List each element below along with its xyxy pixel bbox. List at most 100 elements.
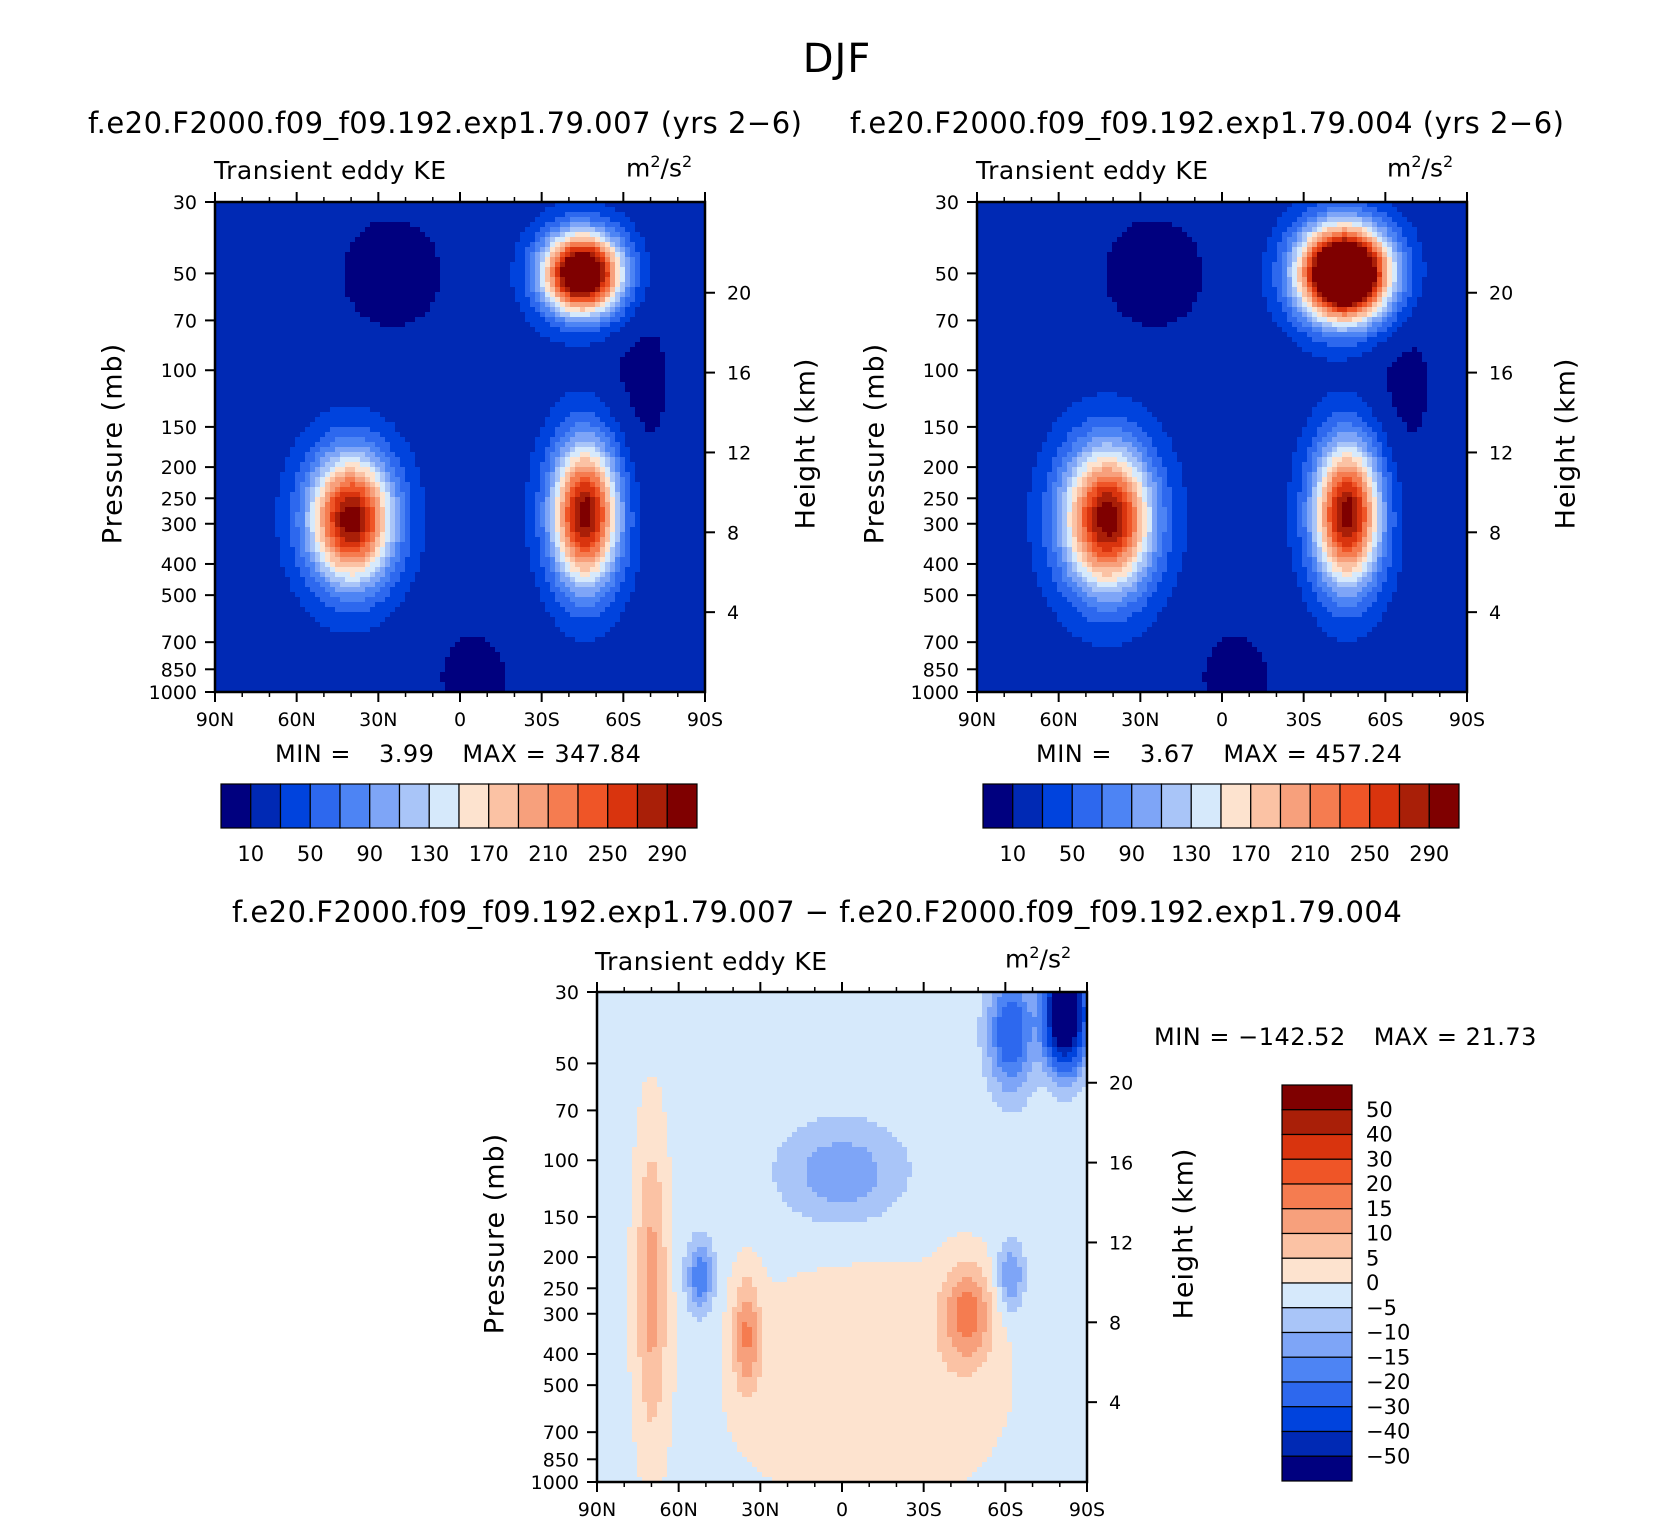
contour-cell xyxy=(275,217,281,223)
contour-cell xyxy=(645,212,651,218)
contour-cell xyxy=(320,347,326,353)
contour-cell xyxy=(330,427,336,433)
contour-cell xyxy=(295,387,301,393)
contour-cell xyxy=(375,232,381,238)
contour-cell xyxy=(540,417,546,423)
contour-cell xyxy=(515,397,521,403)
contour-cell xyxy=(500,367,506,373)
contour-cell xyxy=(610,247,616,253)
contour-cell xyxy=(685,257,691,263)
contour-cell xyxy=(650,202,656,208)
contour-cell xyxy=(235,202,241,208)
contour-cell xyxy=(255,367,261,373)
contour-cell xyxy=(290,207,296,213)
contour-cell xyxy=(680,377,686,383)
contour-cell xyxy=(355,447,361,453)
contour-cell xyxy=(505,402,511,408)
contour-cell xyxy=(345,367,351,373)
contour-cell xyxy=(255,387,261,393)
contour-cell xyxy=(305,217,311,223)
contour-cell xyxy=(245,207,251,213)
contour-cell xyxy=(560,422,566,428)
contour-cell xyxy=(225,227,231,233)
contour-cell xyxy=(555,327,561,333)
contour-cell xyxy=(320,217,326,223)
contour-cell xyxy=(625,352,631,358)
contour-cell xyxy=(325,422,331,428)
contour-cell xyxy=(395,342,401,348)
contour-cell xyxy=(645,242,651,248)
contour-cell xyxy=(470,262,476,268)
contour-cell xyxy=(570,277,576,283)
contour-cell xyxy=(215,252,221,258)
contour-cell xyxy=(605,202,611,208)
contour-cell xyxy=(220,317,226,323)
contour-cell xyxy=(220,272,226,278)
contour-cell xyxy=(215,347,221,353)
contour-cell xyxy=(335,397,341,403)
contour-cell xyxy=(420,432,426,438)
contour-cell xyxy=(400,207,406,213)
contour-cell xyxy=(385,392,391,398)
contour-cell xyxy=(320,337,326,343)
contour-cell xyxy=(480,437,486,443)
contour-cell xyxy=(700,372,706,378)
contour-cell xyxy=(220,222,226,228)
contour-cell xyxy=(465,237,471,243)
contour-cell xyxy=(465,422,471,428)
contour-cell xyxy=(600,312,606,318)
contour-cell xyxy=(455,212,461,218)
contour-cell xyxy=(520,447,526,453)
contour-cell xyxy=(680,267,686,273)
contour-cell xyxy=(680,392,686,398)
contour-cell xyxy=(640,222,646,228)
contour-cell xyxy=(295,232,301,238)
contour-cell xyxy=(465,327,471,333)
contour-cell xyxy=(390,307,396,313)
contour-cell xyxy=(495,297,501,303)
contour-cell xyxy=(340,402,346,408)
contour-cell xyxy=(300,367,306,373)
contour-cell xyxy=(345,232,351,238)
contour-cell xyxy=(335,312,341,318)
contour-cell xyxy=(585,377,591,383)
contour-cell xyxy=(470,442,476,448)
contour-cell xyxy=(375,407,381,413)
contour-cell xyxy=(345,447,351,453)
contour-cell xyxy=(375,417,381,423)
contour-cell xyxy=(600,272,606,278)
contour-cell xyxy=(285,207,291,213)
contour-cell xyxy=(630,267,636,273)
contour-cell xyxy=(355,392,361,398)
contour-cell xyxy=(570,297,576,303)
contour-cell xyxy=(430,377,436,383)
contour-cell xyxy=(315,327,321,333)
contour-cell xyxy=(465,297,471,303)
contour-cell xyxy=(475,302,481,308)
contour-cell xyxy=(435,202,441,208)
contour-cell xyxy=(640,437,646,443)
contour-cell xyxy=(525,407,531,413)
contour-cell xyxy=(600,252,606,258)
contour-cell xyxy=(640,337,646,343)
contour-cell xyxy=(380,307,386,313)
contour-cell xyxy=(300,317,306,323)
contour-cell xyxy=(390,417,396,423)
contour-cell xyxy=(330,207,336,213)
contour-cell xyxy=(660,242,666,248)
contour-cell xyxy=(250,322,256,328)
contour-cell xyxy=(340,227,346,233)
contour-cell xyxy=(450,227,456,233)
contour-cell xyxy=(370,242,376,248)
contour-cell xyxy=(665,427,671,433)
contour-cell xyxy=(440,222,446,228)
contour-cell xyxy=(310,282,316,288)
contour-cell xyxy=(450,307,456,313)
contour-cell xyxy=(440,302,446,308)
contour-cell xyxy=(700,302,706,308)
contour-cell xyxy=(560,317,566,323)
contour-cell xyxy=(340,397,346,403)
contour-cell xyxy=(390,247,396,253)
contour-cell xyxy=(415,222,421,228)
contour-cell xyxy=(265,302,271,308)
